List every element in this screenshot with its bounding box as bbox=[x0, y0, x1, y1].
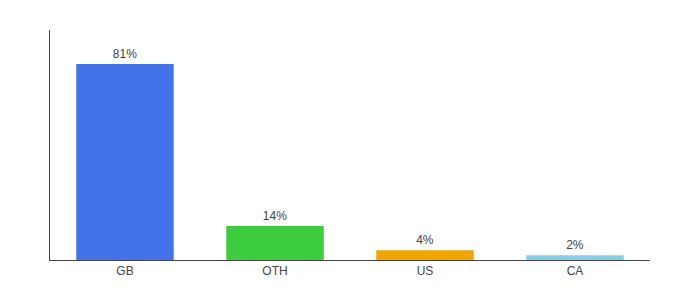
svg-text:2%: 2% bbox=[566, 238, 584, 252]
svg-text:GB: GB bbox=[116, 264, 133, 278]
svg-text:US: US bbox=[417, 264, 434, 278]
svg-text:CA: CA bbox=[567, 264, 584, 278]
svg-text:81%: 81% bbox=[113, 47, 137, 61]
svg-text:OTH: OTH bbox=[262, 264, 287, 278]
svg-text:14%: 14% bbox=[263, 209, 287, 223]
svg-text:4%: 4% bbox=[416, 233, 434, 247]
